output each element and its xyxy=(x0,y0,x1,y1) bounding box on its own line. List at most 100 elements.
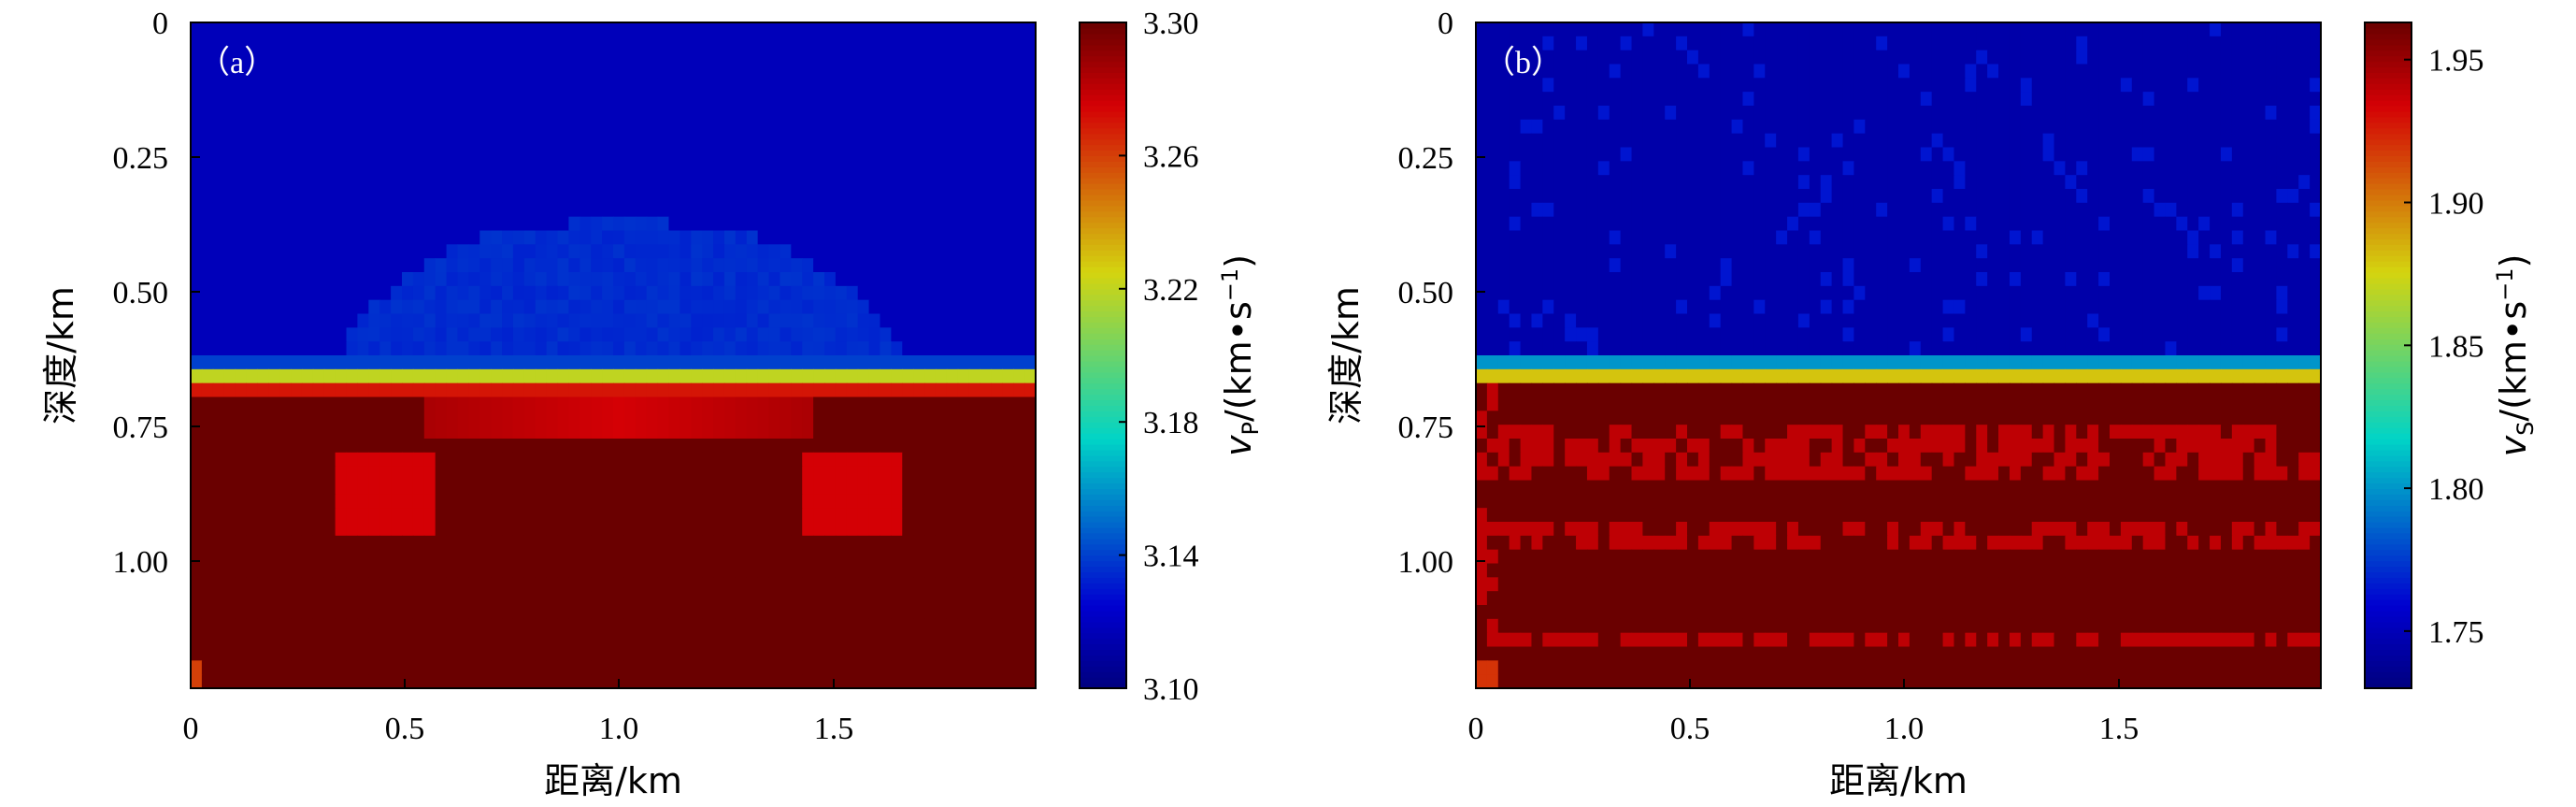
heatmap-cell xyxy=(335,216,348,232)
heatmap-cell xyxy=(2110,133,2122,149)
heatmap-cell xyxy=(391,258,403,273)
heatmap-cell xyxy=(924,425,937,440)
heatmap-cell xyxy=(613,106,625,121)
heatmap-cell xyxy=(246,133,258,149)
heatmap-cell xyxy=(291,92,303,107)
heatmap-cell xyxy=(768,22,781,37)
heatmap-cell xyxy=(980,522,993,537)
heatmap-cell xyxy=(780,244,792,259)
heatmap-cell xyxy=(591,119,603,135)
heatmap-cell xyxy=(391,272,403,287)
heatmap-cell xyxy=(623,272,637,287)
heatmap-cell xyxy=(223,119,236,135)
heatmap-cell xyxy=(1013,64,1025,79)
heatmap-cell xyxy=(2287,119,2299,135)
heatmap-cell xyxy=(301,439,314,454)
heatmap-cell xyxy=(412,508,425,523)
heatmap-cell xyxy=(1520,92,1533,107)
heatmap-cell xyxy=(1642,119,1654,135)
heatmap-cell xyxy=(523,522,537,537)
heatmap-cell xyxy=(391,36,403,51)
heatmap-cell xyxy=(702,258,714,273)
heatmap-cell xyxy=(968,341,981,356)
heatmap-cell xyxy=(1013,258,1025,273)
heatmap-cell xyxy=(457,313,469,328)
heatmap-cell xyxy=(457,632,469,648)
heatmap-cell xyxy=(735,36,748,51)
heatmap-cell xyxy=(435,425,448,440)
heatmap-cell xyxy=(723,299,737,315)
heatmap-cell xyxy=(2198,216,2211,232)
heatmap-cell xyxy=(212,494,225,509)
heatmap-cell xyxy=(379,439,392,454)
heatmap-cell xyxy=(757,175,770,190)
heatmap-cell xyxy=(924,480,937,495)
heatmap-cell xyxy=(913,299,925,315)
heatmap-cell xyxy=(1609,36,1622,51)
heatmap-cell xyxy=(335,591,348,606)
heatmap-cell xyxy=(1609,147,1622,162)
heatmap-cell xyxy=(468,522,480,537)
heatmap-cell xyxy=(680,189,692,204)
heatmap-cell xyxy=(924,147,937,162)
heatmap-cell xyxy=(479,439,492,454)
heatmap-cell xyxy=(968,36,981,51)
heatmap-cell xyxy=(491,189,503,204)
heatmap-cell xyxy=(680,285,692,301)
heatmap-cell xyxy=(212,50,225,65)
heatmap-cell xyxy=(746,660,759,675)
heatmap-cell xyxy=(635,161,648,176)
heatmap-cell xyxy=(1665,175,1677,190)
heatmap-cell xyxy=(312,605,325,620)
heatmap-cell xyxy=(479,563,492,578)
heatmap-cell xyxy=(2054,216,2067,232)
heatmap-cell xyxy=(379,466,392,482)
heatmap-cell xyxy=(980,646,993,661)
heatmap-cell xyxy=(435,411,448,425)
heatmap-cell xyxy=(1753,106,1766,121)
heatmap-cell xyxy=(880,64,892,79)
heatmap-cell xyxy=(591,189,603,204)
heatmap-cell xyxy=(2165,216,2177,232)
heatmap-cell xyxy=(2054,202,2067,218)
heatmap-cell xyxy=(346,452,359,468)
heatmap-cell xyxy=(1865,161,1877,176)
heatmap-cell xyxy=(2065,147,2077,162)
heatmap-cell xyxy=(368,508,380,523)
heatmap-cell xyxy=(2287,78,2299,93)
heatmap-cell xyxy=(1709,189,1722,204)
heatmap-cell xyxy=(412,605,425,620)
heatmap-cell xyxy=(702,230,714,245)
heatmap-cell xyxy=(635,452,648,468)
heatmap-cell xyxy=(1024,216,1037,232)
colorbar-swatch xyxy=(1080,27,1126,35)
heatmap-cell xyxy=(423,522,436,537)
colorbar-swatch xyxy=(1080,183,1126,190)
heatmap-cell xyxy=(279,313,292,328)
heatmap-cell xyxy=(2065,78,2077,93)
heatmap-cell xyxy=(368,133,380,149)
heatmap-cell xyxy=(968,618,981,634)
heatmap-cell xyxy=(1742,133,1754,149)
colorbar-swatch xyxy=(1080,100,1126,107)
heatmap-cell xyxy=(2210,202,2222,218)
heatmap-cell xyxy=(379,258,392,273)
colorbar-swatch xyxy=(1080,78,1126,84)
heatmap-cell xyxy=(824,258,837,273)
heatmap-cell xyxy=(768,216,781,232)
heatmap-cell xyxy=(802,396,814,411)
heatmap-cell xyxy=(1565,36,1577,51)
heatmap-cell xyxy=(924,439,937,454)
heatmap-cell xyxy=(335,92,348,107)
heatmap-cell xyxy=(1753,50,1766,65)
heatmap-cell xyxy=(423,92,436,107)
heatmap-cell xyxy=(1024,161,1037,176)
heatmap-cell xyxy=(668,119,680,135)
heatmap-cell xyxy=(523,119,537,135)
heatmap-cell xyxy=(846,230,859,245)
heatmap-cell xyxy=(723,480,737,495)
heatmap-cell xyxy=(435,272,448,287)
heatmap-cell xyxy=(479,175,492,190)
heatmap-cell xyxy=(1565,202,1577,218)
heatmap-cell xyxy=(813,535,825,551)
